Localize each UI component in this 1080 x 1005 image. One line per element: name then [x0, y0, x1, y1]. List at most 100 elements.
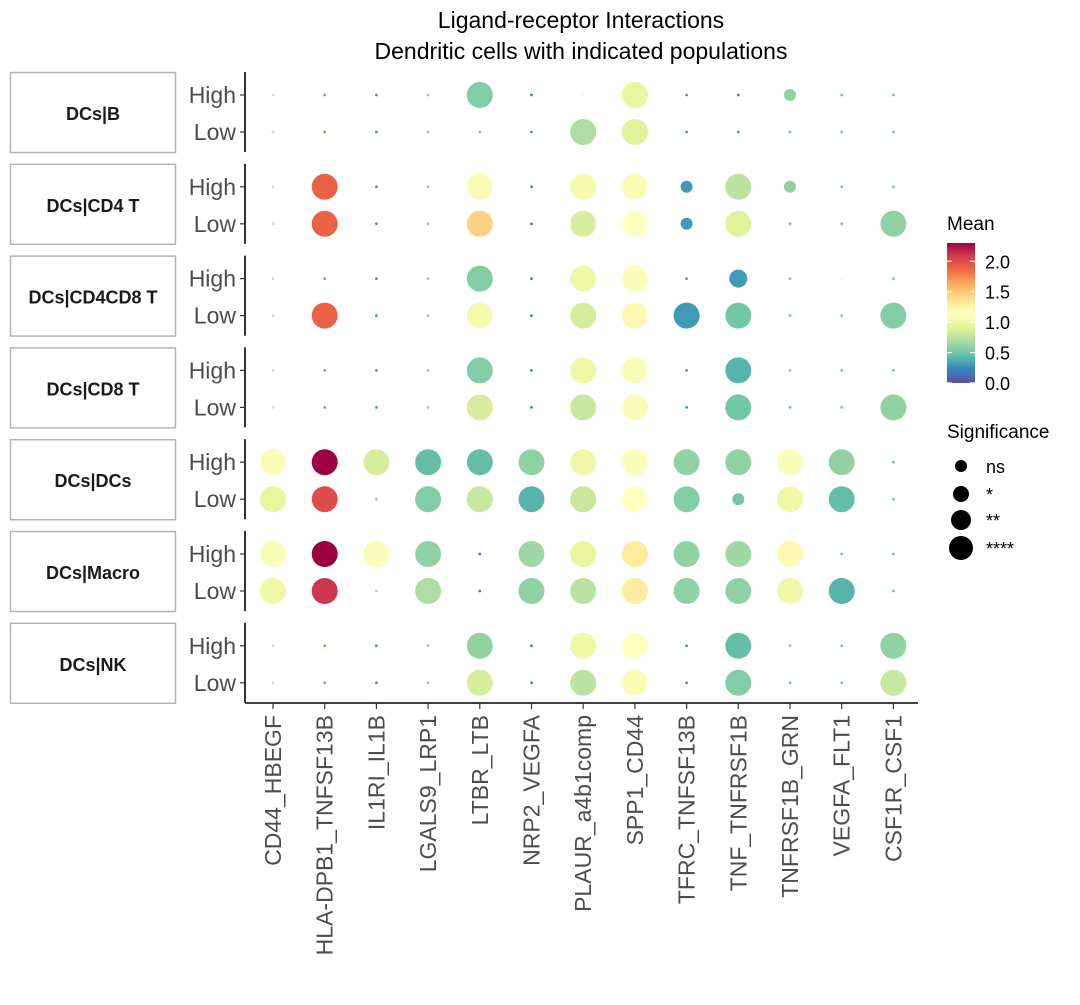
dot-point — [415, 578, 442, 604]
dot-point — [530, 93, 533, 97]
dot-point — [375, 589, 378, 593]
dot-point — [840, 130, 844, 134]
dot-point — [729, 269, 748, 288]
dot-point — [426, 277, 430, 280]
dot-point — [840, 314, 844, 317]
dot-point — [466, 210, 493, 237]
dot-point — [680, 217, 693, 230]
dot-point — [466, 486, 493, 513]
dot-point — [323, 644, 327, 648]
dot-point — [788, 222, 792, 226]
dot-point — [570, 173, 597, 200]
dot-point — [892, 589, 895, 593]
y-tick-label: Low — [194, 486, 237, 512]
y-tick-label: Low — [194, 394, 237, 420]
dot-point — [892, 369, 895, 372]
facet-strip-box — [9, 438, 177, 521]
x-axis: CD44_HBEGF HLA-DPB1_TNFSF13B IL1RI_IL1B LGA… — [245, 702, 918, 955]
dot-point — [530, 681, 533, 685]
dot-point — [426, 185, 430, 189]
dot-point — [530, 369, 533, 372]
x-tick-label: CD44_HBEGF — [260, 715, 286, 866]
dot-point — [621, 486, 648, 513]
dot-point — [570, 578, 597, 604]
dot-point — [725, 669, 752, 696]
dot-point — [621, 173, 648, 200]
dot-point — [375, 644, 378, 648]
facet-strip-box — [9, 163, 177, 246]
y-tick-label: High — [189, 541, 236, 567]
dot-point — [570, 394, 597, 421]
size-legend-title: Significance — [947, 422, 1049, 443]
dot-point — [621, 578, 648, 604]
dot-point — [530, 644, 533, 648]
dot-point — [415, 541, 442, 567]
dot-point — [426, 369, 430, 372]
x-tick-label: VEGFA_FLT1 — [829, 715, 855, 856]
dot-point — [840, 222, 844, 226]
dot-point — [375, 277, 378, 280]
dot-point — [570, 541, 597, 567]
size-legend-label: **** — [986, 539, 1014, 559]
x-tick-label: LTBR_LTB — [467, 715, 493, 825]
dot-point — [426, 681, 430, 685]
dot-point — [777, 486, 803, 513]
dot-point — [725, 173, 752, 200]
dot-point — [466, 449, 493, 476]
size-legend-dot — [951, 510, 971, 530]
dot-point — [673, 486, 700, 513]
dot-point — [725, 449, 752, 476]
dot-point — [621, 632, 648, 659]
y-tick-label: High — [189, 633, 236, 659]
facet-strip-box — [9, 347, 177, 429]
size-legend-label: ** — [986, 511, 1000, 531]
dot-point — [323, 681, 327, 685]
dot-point — [415, 449, 442, 476]
y-tick-label: High — [189, 357, 236, 383]
x-tick-label: NRP2_VEGFA — [519, 714, 545, 865]
dot-point — [271, 130, 275, 134]
dot-point — [530, 314, 533, 317]
dot-point — [840, 185, 844, 189]
x-tick-label: TNFRSF1B_GRN — [777, 715, 803, 898]
facet-strip-label: DCs|B — [66, 104, 120, 124]
dot-point — [621, 82, 648, 108]
color-bar-tick-label: 1.0 — [985, 313, 1010, 333]
dot-point — [271, 185, 275, 189]
dot-point — [323, 93, 327, 97]
dot-point — [260, 578, 286, 604]
dot-point — [323, 369, 327, 372]
dot-point — [466, 669, 493, 696]
dot-point — [271, 277, 275, 280]
size-legend-label: ns — [986, 457, 1005, 477]
dot-point — [621, 302, 648, 329]
legend: Mean 0.00.51.01.52.0 Significance ns****… — [947, 214, 1049, 560]
dot-point — [788, 681, 792, 685]
dot-point — [570, 669, 597, 696]
dot-point — [788, 314, 792, 317]
dot-point — [518, 449, 545, 476]
size-legend: ns******* — [949, 457, 1014, 560]
dot-point — [271, 644, 275, 648]
dot-point — [788, 369, 792, 372]
facet-strip-label: DCs|CD8 T — [46, 379, 139, 399]
dot-point — [375, 681, 378, 685]
chart-title: Ligand-receptor Interactions — [438, 7, 724, 33]
dot-point — [311, 578, 338, 604]
dot-point — [466, 632, 493, 659]
dot-point — [323, 130, 327, 134]
color-bar-tick-label: 2.0 — [985, 252, 1010, 272]
dot-point — [725, 394, 752, 421]
size-legend-dot — [949, 536, 973, 560]
dot-point — [415, 486, 442, 513]
dot-point — [260, 449, 286, 476]
dot-point — [311, 302, 338, 329]
dot-point — [518, 578, 545, 604]
dot-point — [570, 210, 597, 237]
color-bar-tick-label: 1.5 — [985, 283, 1010, 303]
dot-point — [828, 449, 855, 476]
dot-point — [880, 210, 907, 237]
dot-point — [271, 369, 275, 372]
